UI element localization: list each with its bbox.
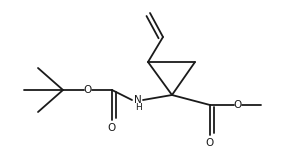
Text: O: O — [206, 138, 214, 148]
Text: H: H — [135, 103, 141, 113]
Text: O: O — [108, 123, 116, 133]
Text: N: N — [134, 95, 142, 105]
Text: O: O — [234, 100, 242, 110]
Text: O: O — [84, 85, 92, 95]
